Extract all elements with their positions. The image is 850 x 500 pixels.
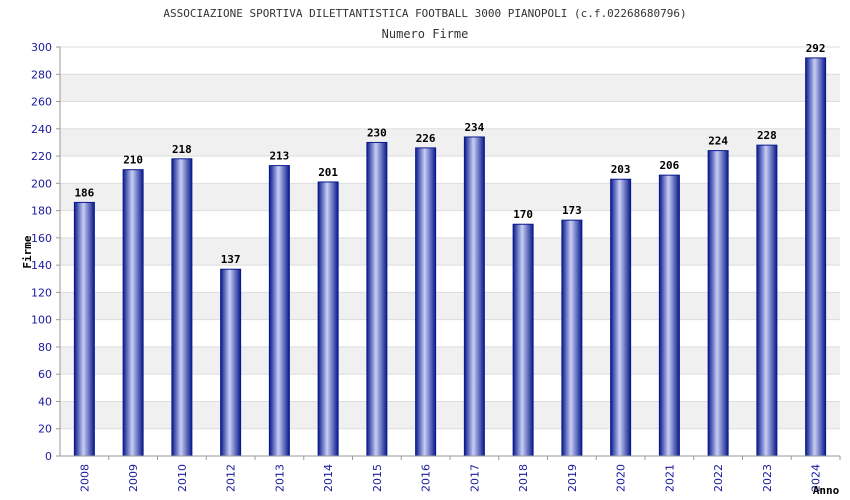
y-tick-label: 20 — [38, 423, 52, 436]
x-tick-label-2009: 2009 — [127, 464, 140, 492]
y-tick-label: 60 — [38, 368, 52, 381]
y-tick-label: 100 — [31, 314, 52, 327]
grid-band — [60, 47, 840, 75]
chart-title: ASSOCIAZIONE SPORTIVA DILETTANTISTICA FO… — [163, 7, 686, 20]
data-label-2018: 170 — [513, 208, 533, 221]
data-label-2023: 228 — [757, 129, 777, 142]
data-label-2022: 224 — [708, 135, 728, 148]
bar-2017 — [463, 136, 485, 457]
y-tick-label: 220 — [31, 150, 52, 163]
x-tick-label-2013: 2013 — [273, 464, 286, 492]
y-tick-label: 240 — [31, 123, 52, 136]
x-tick-label-2008: 2008 — [78, 464, 91, 492]
bar-2012 — [220, 268, 242, 457]
bar-2024 — [805, 57, 827, 457]
y-tick-label: 80 — [38, 341, 52, 354]
bar-2009 — [122, 169, 144, 457]
grid-band — [60, 74, 840, 102]
data-label-2021: 206 — [659, 159, 679, 172]
data-label-2010: 218 — [172, 143, 192, 156]
x-axis-label: Anno — [813, 484, 840, 497]
data-labels: 186 210 218 137 213 201 230 226 234 170 173 203 206 2… — [74, 42, 825, 266]
y-tick-label: 180 — [31, 205, 52, 218]
bar-2008 — [73, 201, 95, 457]
x-tick-label-2010: 2010 — [176, 464, 189, 492]
y-tick-label: 260 — [31, 96, 52, 109]
bar-2016 — [415, 147, 437, 457]
x-tick-label-2015: 2015 — [371, 464, 384, 492]
chart-subtitle: Numero Firme — [382, 27, 469, 41]
data-label-2016: 226 — [416, 132, 436, 145]
data-label-2017: 234 — [464, 121, 484, 134]
x-tick-label-2020: 2020 — [615, 464, 628, 492]
bars — [73, 57, 827, 457]
y-tick-label: 140 — [31, 259, 52, 272]
bar-2022 — [707, 150, 729, 457]
data-label-2014: 201 — [318, 166, 338, 179]
data-label-2013: 213 — [269, 150, 289, 163]
bar-2014 — [317, 181, 339, 457]
grid-band — [60, 101, 840, 129]
bar-2019 — [561, 219, 583, 457]
bar-2015 — [366, 141, 388, 457]
y-tick-label: 40 — [38, 395, 52, 408]
x-tick-label-2019: 2019 — [566, 464, 579, 492]
data-label-2008: 186 — [74, 186, 94, 199]
y-tick-label: 0 — [45, 450, 52, 463]
data-label-2015: 230 — [367, 126, 387, 139]
bar-2018 — [512, 223, 534, 457]
x-tick-label-2018: 2018 — [517, 464, 530, 492]
y-tick-label: 120 — [31, 286, 52, 299]
data-label-2024: 292 — [806, 42, 826, 55]
y-tick-label: 280 — [31, 68, 52, 81]
bar-2023 — [756, 144, 778, 457]
x-tick-label-2021: 2021 — [663, 464, 676, 492]
x-tick-label-2024: 2024 — [810, 464, 823, 492]
ticks: 0 20 40 60 80 100 120 140 160 180 200 220 240 260 280 3… — [31, 41, 841, 492]
x-tick-label-2012: 2012 — [225, 464, 238, 492]
data-label-2012: 137 — [221, 253, 241, 266]
x-tick-label-2023: 2023 — [761, 464, 774, 492]
y-tick-label: 200 — [31, 177, 52, 190]
x-tick-label-2022: 2022 — [712, 464, 725, 492]
y-axis-label: Firme — [21, 235, 34, 268]
y-tick-label: 160 — [31, 232, 52, 245]
y-tick-label: 300 — [31, 41, 52, 54]
data-label-2009: 210 — [123, 154, 143, 167]
bar-2010 — [171, 158, 193, 457]
bar-2020 — [610, 178, 632, 457]
data-label-2019: 173 — [562, 204, 582, 217]
x-tick-label-2017: 2017 — [468, 464, 481, 492]
x-tick-label-2016: 2016 — [420, 464, 433, 492]
x-tick-label-2014: 2014 — [322, 464, 335, 492]
bar-2021 — [658, 174, 680, 457]
bar-2013 — [268, 165, 290, 457]
data-label-2020: 203 — [611, 163, 631, 176]
